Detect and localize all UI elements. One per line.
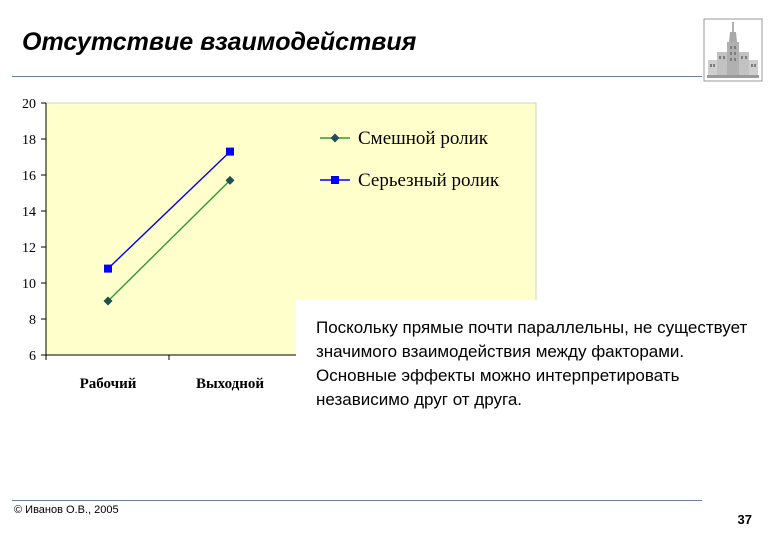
legend-marker-serious (331, 176, 339, 184)
y-tick-label: 20 (22, 97, 36, 112)
x-category-label: Выходной (196, 376, 264, 392)
university-building-logo (703, 18, 763, 82)
data-point-serious (226, 147, 234, 156)
y-tick-label: 8 (29, 313, 36, 328)
y-tick-label: 16 (22, 169, 36, 184)
legend-label-funny: Смешной ролик (358, 128, 489, 149)
data-point-serious (104, 264, 112, 273)
data-point-funny (225, 175, 235, 185)
title-divider (12, 76, 702, 77)
footer-divider (12, 500, 702, 501)
y-tick-label: 14 (22, 205, 36, 220)
x-category-label: Рабочий (80, 376, 137, 392)
copyright: © Иванов О.В., 2005 (14, 504, 119, 516)
legend-label-serious: Серьезный ролик (358, 170, 500, 191)
y-tick-label: 18 (22, 133, 36, 148)
data-point-funny (103, 296, 113, 306)
series-line-funny (107, 179, 231, 302)
series-line-serious (107, 151, 231, 270)
y-tick-label: 10 (22, 277, 36, 292)
page-number: 37 (737, 512, 752, 527)
slide-title: Отсутствие взаимодействия (22, 28, 417, 56)
note-box (296, 300, 756, 450)
y-tick-label: 6 (29, 349, 36, 364)
y-tick-label: 12 (22, 241, 36, 256)
interpretation-note: Поскольку прямые почти параллельны, не с… (316, 318, 748, 409)
legend-marker-funny (330, 133, 340, 143)
